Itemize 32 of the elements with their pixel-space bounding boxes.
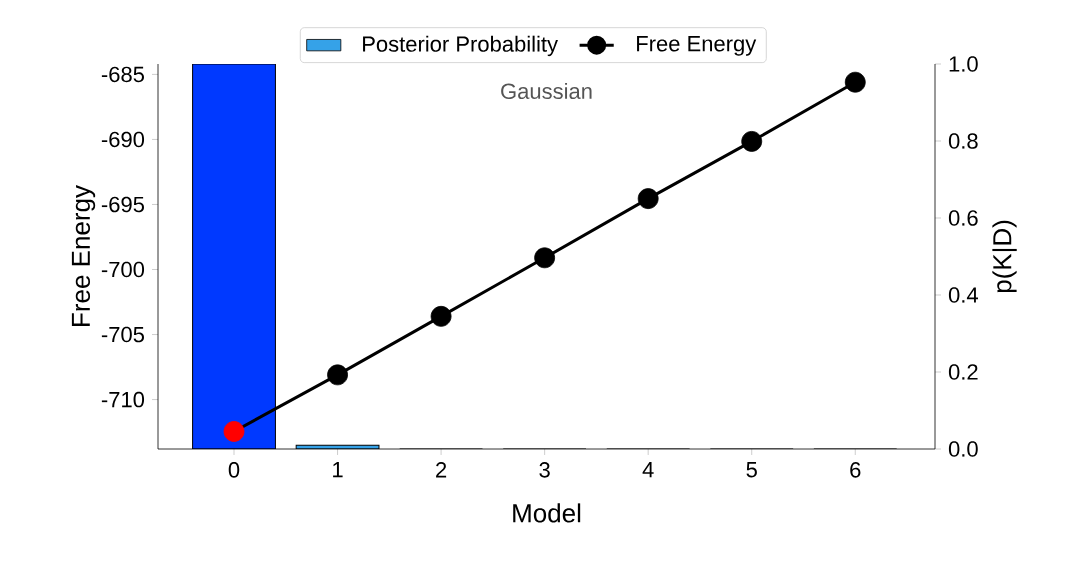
y-tick-label: -685 (101, 66, 144, 83)
y-axis-title: Free Energy (71, 185, 96, 326)
x-tick-label: 0 (228, 462, 240, 478)
y-tick-label: -710 (101, 391, 145, 408)
x-tick-label: 5 (746, 462, 757, 478)
point (844, 71, 866, 93)
x-tick-label: 4 (642, 462, 654, 478)
x-axis-title: Model (513, 503, 581, 523)
legend-label: Posterior Probability (363, 35, 558, 57)
x-tick-label: 1 (333, 462, 343, 478)
y2-tick-label: 0.8 (948, 133, 978, 149)
y-tick-label: -695 (101, 196, 144, 213)
annotation: Gaussian (501, 82, 592, 100)
y2-axis-title: p(K|D) (992, 220, 1017, 293)
y2-tick-label: 0.4 (948, 287, 978, 303)
point (534, 247, 556, 269)
point (430, 305, 452, 327)
point (637, 188, 659, 210)
point (327, 364, 348, 386)
point (741, 131, 763, 152)
x-tick-label: 2 (436, 462, 447, 478)
y2-tick-label: 1.0 (949, 56, 978, 72)
y2-tick-label: 0.6 (948, 210, 978, 226)
y-tick-label: -705 (101, 326, 144, 343)
y2-tick-label: 0.2 (948, 364, 978, 380)
x-tick-label: 6 (850, 462, 861, 478)
legend-label: Free Energy (637, 36, 757, 56)
y-tick-label: -690 (101, 131, 145, 148)
x-tick-label: 3 (539, 462, 550, 478)
y2-tick-label: 0.0 (948, 441, 978, 457)
y-tick-label: -700 (101, 261, 145, 278)
point (223, 421, 245, 442)
